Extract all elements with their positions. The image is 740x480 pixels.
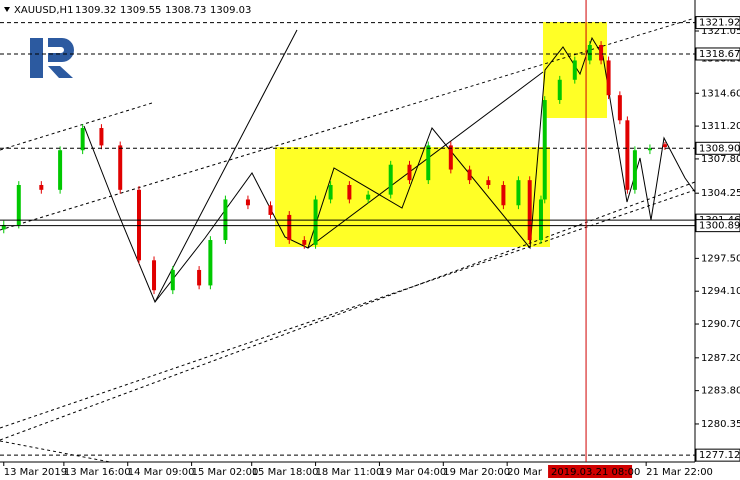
y-tick-label: 1290.70 xyxy=(701,319,740,330)
cursor-box xyxy=(548,465,633,478)
candle-body xyxy=(606,60,611,96)
candle-body xyxy=(407,164,412,181)
x-tick-label: 20 Mar xyxy=(507,467,543,478)
header-value: 1308.73 xyxy=(165,5,206,16)
y-tick-label: 1304.25 xyxy=(701,188,740,199)
level-label: 1308.90 xyxy=(699,143,740,154)
candle-body xyxy=(632,150,637,190)
header-values: 1309.32 1309.55 1308.73 1309.03 xyxy=(75,5,251,16)
candle-body xyxy=(118,145,123,190)
x-tick-label: 13 Mar 16:00 xyxy=(64,467,131,478)
level-box xyxy=(695,219,740,233)
candle-body xyxy=(39,184,44,190)
candle-body xyxy=(328,184,333,200)
cursor-label: 2019.03.21 08:00 xyxy=(551,467,640,478)
candle-body xyxy=(287,214,292,241)
candle-body xyxy=(80,128,85,151)
y-tick-label: 1283.80 xyxy=(701,386,740,397)
candle-body xyxy=(388,164,393,195)
y-tick-label: 1307.80 xyxy=(701,154,740,165)
y-tick-label: 1311.20 xyxy=(701,121,740,132)
candle-body xyxy=(245,199,250,206)
header-value: 1309.55 xyxy=(120,5,161,16)
x-tick-label: 18 Mar 11:00 xyxy=(316,467,383,478)
candle-body xyxy=(1,224,6,230)
x-tick-label: 15 Mar 18:00 xyxy=(252,467,319,478)
y-tick-label: 1314.60 xyxy=(701,88,740,99)
candle-body xyxy=(587,44,592,61)
x-tick-label: 19 Mar 04:00 xyxy=(379,467,446,478)
candle-body xyxy=(16,184,21,225)
candle-body xyxy=(617,95,622,121)
y-tick-label: 1280.35 xyxy=(701,419,740,430)
candle-body xyxy=(268,205,273,215)
x-tick-label: 13 Mar 2019 xyxy=(4,467,67,478)
menu-arrow[interactable] xyxy=(4,7,10,12)
candle-body xyxy=(208,240,213,286)
logo xyxy=(30,38,74,78)
x-tick-label: 19 Mar 20:00 xyxy=(443,467,510,478)
y-tick-label: 1297.50 xyxy=(701,253,740,264)
candle-body xyxy=(426,145,431,181)
header-value: 1309.32 xyxy=(75,5,116,16)
y-tick-label: 1321.05 xyxy=(701,26,740,37)
candle-body xyxy=(557,79,562,101)
chart-title: XAUUSD,H1 xyxy=(14,5,73,16)
candle-body xyxy=(516,180,521,206)
level-label: 1321.92 xyxy=(699,18,740,29)
y-tick-label: 1287.20 xyxy=(701,353,740,364)
candle-body xyxy=(625,120,630,190)
candle-body xyxy=(58,150,63,190)
candle-body xyxy=(170,269,175,291)
level-label: 1300.89 xyxy=(699,221,740,232)
candle-body xyxy=(572,60,577,80)
candle-body xyxy=(366,194,371,200)
candle-body xyxy=(448,145,453,170)
candle-body xyxy=(599,44,604,61)
trendlines xyxy=(0,17,696,463)
candle-body xyxy=(347,184,352,200)
header-value: 1309.03 xyxy=(210,5,251,16)
candle-body xyxy=(647,148,652,151)
level-label: 1318.67 xyxy=(699,49,740,60)
level-box xyxy=(695,141,740,155)
level-label: 1277.12 xyxy=(699,450,740,461)
candle-body xyxy=(313,199,318,245)
candle-body xyxy=(197,269,202,286)
candle-body xyxy=(152,260,157,291)
y-tick-label: 1294.10 xyxy=(701,286,740,297)
level-box xyxy=(695,448,740,462)
x-tick-label: 14 Mar 09:00 xyxy=(128,467,195,478)
candle-body xyxy=(99,128,104,146)
x-tick-label: 21 Mar 22:00 xyxy=(646,467,713,478)
candle-body xyxy=(527,180,532,241)
x-tick-label: 15 Mar 02:00 xyxy=(192,467,259,478)
candle-body xyxy=(662,144,667,148)
candle-body xyxy=(467,169,472,181)
level-box xyxy=(695,16,740,30)
candle-body xyxy=(486,180,491,185)
candle-body xyxy=(137,189,141,261)
candle-body xyxy=(542,100,547,200)
candle-body xyxy=(501,184,506,206)
level-box xyxy=(695,47,740,61)
candle-body xyxy=(302,240,307,245)
